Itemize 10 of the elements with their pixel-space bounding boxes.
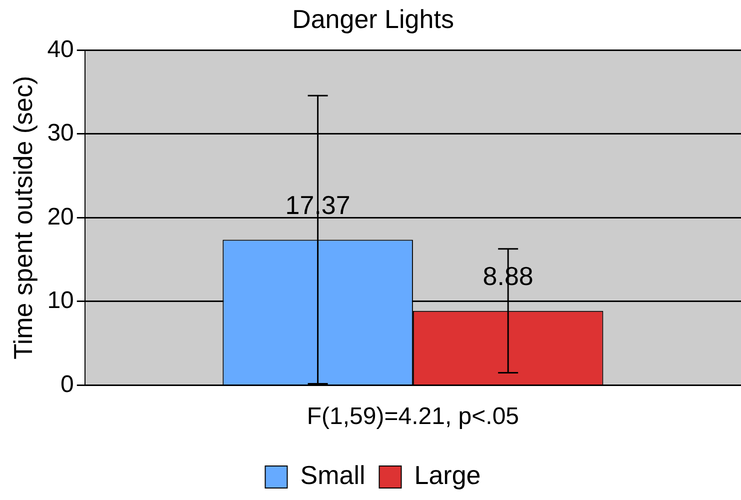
y-tick-label: 10 [47,287,74,314]
chart-title: Danger Lights [292,4,454,34]
y-tick-label: 30 [47,120,74,147]
y-tick-label: 40 [47,36,74,63]
legend-label: Small [300,460,366,490]
y-tick-label: 20 [47,203,74,230]
x-tick-label: F(1,59)=4.21, p<.05 [306,403,520,430]
y-axis-title: Time spent outside (sec) [8,76,38,360]
legend-label: Large [414,460,481,490]
y-tick-label: 0 [60,370,74,398]
